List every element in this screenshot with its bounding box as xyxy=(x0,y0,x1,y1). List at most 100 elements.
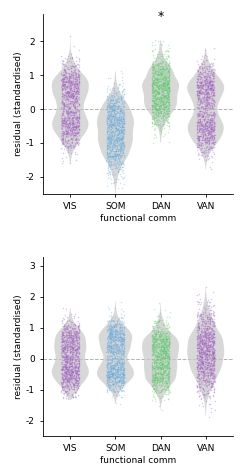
Point xyxy=(106,101,110,109)
Point xyxy=(208,109,212,116)
Point xyxy=(153,338,157,346)
Point xyxy=(115,157,119,164)
Point xyxy=(110,100,114,107)
Point xyxy=(65,99,68,106)
Point xyxy=(158,92,162,100)
Point xyxy=(122,120,126,128)
Point xyxy=(196,336,200,343)
Point xyxy=(115,142,119,150)
Point xyxy=(207,380,211,388)
Point xyxy=(115,341,119,349)
Point xyxy=(207,130,210,138)
Point xyxy=(156,108,160,115)
Point xyxy=(121,330,125,338)
Point xyxy=(205,124,209,131)
Point xyxy=(204,391,208,398)
Point xyxy=(167,379,171,387)
Point xyxy=(117,165,121,173)
Point xyxy=(108,374,112,381)
Point xyxy=(206,83,210,91)
Point xyxy=(167,65,171,73)
Point xyxy=(70,335,73,342)
Point xyxy=(210,327,214,334)
Point xyxy=(74,337,78,345)
Point xyxy=(208,86,212,93)
Point xyxy=(112,90,116,97)
Point xyxy=(161,88,164,95)
Point xyxy=(199,142,203,149)
Point xyxy=(156,61,160,68)
Point xyxy=(159,333,162,341)
Point xyxy=(111,107,115,114)
Point xyxy=(109,123,113,130)
Point xyxy=(206,129,210,137)
Point xyxy=(198,107,201,115)
Point xyxy=(64,355,68,362)
Point xyxy=(197,112,201,120)
Point xyxy=(60,381,64,388)
Point xyxy=(65,390,69,398)
Point xyxy=(211,349,215,356)
Point xyxy=(199,353,203,360)
Point xyxy=(62,343,66,351)
Point xyxy=(120,317,123,324)
Point xyxy=(160,316,164,323)
Point xyxy=(70,331,73,338)
Point xyxy=(112,382,115,390)
Point xyxy=(72,374,76,382)
Point xyxy=(166,92,170,100)
Point xyxy=(201,374,205,382)
Point xyxy=(159,115,163,122)
Point xyxy=(110,93,114,100)
Point xyxy=(77,126,81,133)
Point xyxy=(69,359,72,367)
Point xyxy=(120,386,124,394)
Point xyxy=(117,102,120,110)
Point xyxy=(160,91,164,98)
Point xyxy=(63,362,66,370)
Point xyxy=(206,331,210,338)
Point xyxy=(65,119,69,127)
Point xyxy=(68,126,72,134)
Point xyxy=(115,373,119,381)
Point xyxy=(64,365,68,373)
Point xyxy=(161,372,164,380)
Point xyxy=(76,370,79,378)
Point xyxy=(76,83,79,91)
Point xyxy=(203,376,207,383)
Point xyxy=(65,360,68,368)
Point xyxy=(63,65,66,73)
Point xyxy=(111,373,115,380)
Point xyxy=(109,116,113,123)
Point xyxy=(196,88,200,95)
Point xyxy=(150,343,154,351)
Point xyxy=(69,136,73,143)
Point xyxy=(118,104,122,112)
Point xyxy=(114,361,118,368)
Point xyxy=(165,101,169,109)
Point xyxy=(153,95,156,102)
Point xyxy=(153,88,157,95)
Point xyxy=(150,82,154,90)
Point xyxy=(199,141,203,149)
Point xyxy=(120,365,123,373)
Point xyxy=(76,365,80,373)
Point xyxy=(199,330,203,337)
Point xyxy=(198,336,202,344)
Point xyxy=(209,78,213,85)
Point xyxy=(67,368,71,375)
Point xyxy=(209,129,213,137)
Point xyxy=(198,115,202,122)
Point xyxy=(161,76,165,83)
Point xyxy=(72,79,76,87)
Point xyxy=(201,310,205,318)
Point xyxy=(195,126,199,133)
Point xyxy=(212,340,216,347)
Point xyxy=(204,337,207,344)
Point xyxy=(161,374,165,382)
Point xyxy=(109,128,113,136)
Point xyxy=(204,317,208,325)
Point xyxy=(69,149,72,156)
Point xyxy=(114,154,118,162)
Point xyxy=(115,377,119,384)
